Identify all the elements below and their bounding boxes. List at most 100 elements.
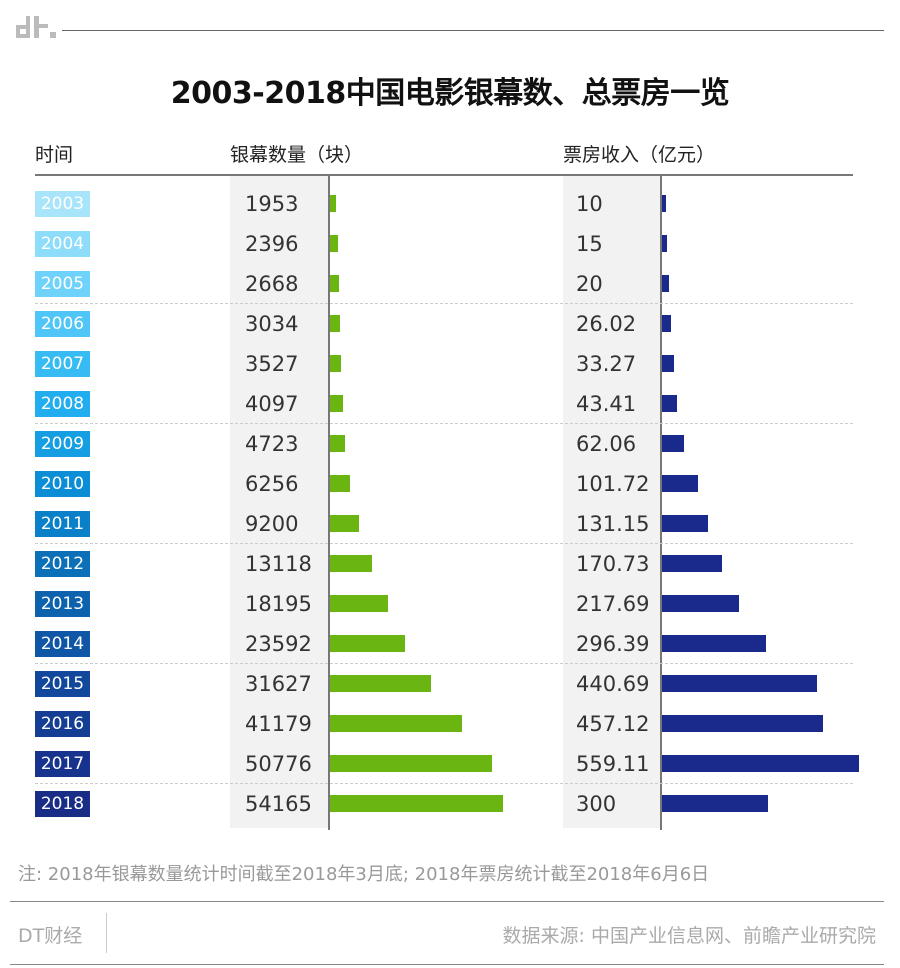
screens-bar [330, 235, 338, 252]
box-office-axis-line [660, 176, 662, 830]
box-office-value-label: 457.12 [576, 712, 650, 736]
box-office-value-label: 101.72 [576, 472, 650, 496]
year-label: 2012 [35, 551, 90, 577]
box-office-bar [662, 355, 674, 372]
year-label: 2018 [35, 791, 90, 817]
year-label: 2014 [35, 631, 90, 657]
row-group-separator [35, 663, 853, 664]
screens-value-label: 41179 [245, 712, 312, 736]
box-office-value-label: 43.41 [576, 392, 637, 416]
screens-axis-line [328, 176, 330, 830]
box-office-bar [662, 435, 684, 452]
year-label: 2009 [35, 431, 90, 457]
box-office-bar [662, 275, 670, 292]
row-group-separator [35, 303, 853, 304]
screens-value-label: 1953 [245, 192, 299, 216]
screens-bar [330, 595, 389, 612]
box-office-bar [662, 555, 723, 572]
screens-bar [330, 515, 360, 532]
year-label: 2005 [35, 271, 90, 297]
screens-bar [330, 395, 344, 412]
screens-bar [330, 755, 493, 772]
row-group-separator [35, 423, 853, 424]
screens-bar [330, 795, 503, 812]
year-label: 2013 [35, 591, 90, 617]
screens-bar [330, 195, 337, 212]
year-label: 2010 [35, 471, 90, 497]
screens-bar [330, 355, 342, 372]
year-label: 2008 [35, 391, 90, 417]
box-office-bar [662, 635, 767, 652]
year-label: 2004 [35, 231, 90, 257]
screens-value-label: 6256 [245, 472, 299, 496]
box-office-value-label: 217.69 [576, 592, 650, 616]
screens-bar [330, 715, 462, 732]
column-header-year: 时间 [35, 144, 74, 166]
screens-value-label: 4723 [245, 432, 299, 456]
box-office-bar [662, 795, 768, 812]
box-office-bar [662, 475, 698, 492]
box-office-value-label: 10 [576, 192, 603, 216]
screens-bar [330, 315, 340, 332]
dt-logo-icon [16, 16, 56, 38]
box-office-value-column [563, 176, 660, 828]
footer-divider [10, 901, 884, 902]
screens-bar [330, 555, 372, 572]
chart-title: 2003-2018中国电影银幕数、总票房一览 [170, 76, 730, 111]
screens-value-label: 31627 [245, 672, 312, 696]
box-office-bar [662, 675, 818, 692]
screens-bar [330, 435, 346, 452]
box-office-bar [662, 235, 668, 252]
screens-value-label: 2396 [245, 232, 299, 256]
screens-value-label: 2668 [245, 272, 299, 296]
box-office-value-label: 440.69 [576, 672, 650, 696]
box-office-bar [662, 755, 859, 772]
box-office-bar [662, 195, 666, 212]
column-header-box-office: 票房收入（亿元） [563, 144, 716, 166]
row-group-separator [35, 783, 853, 784]
row-group-separator [35, 543, 853, 544]
screens-value-label: 50776 [245, 752, 312, 776]
screens-bar [330, 635, 406, 652]
box-office-bar [662, 715, 824, 732]
year-label: 2011 [35, 511, 90, 537]
screens-value-label: 4097 [245, 392, 299, 416]
year-label: 2007 [35, 351, 90, 377]
box-office-value-label: 559.11 [576, 752, 650, 776]
screens-value-label: 13118 [245, 552, 312, 576]
year-label: 2017 [35, 751, 90, 777]
screens-bar [330, 275, 339, 292]
screens-value-label: 3527 [245, 352, 299, 376]
box-office-value-label: 131.15 [576, 512, 650, 536]
box-office-bar [662, 315, 672, 332]
year-label: 2015 [35, 671, 90, 697]
box-office-bar [662, 395, 678, 412]
box-office-value-label: 20 [576, 272, 603, 296]
box-office-value-label: 170.73 [576, 552, 650, 576]
header-divider [35, 174, 853, 176]
screens-value-label: 9200 [245, 512, 299, 536]
data-source: 数据来源: 中国产业信息网、前瞻产业研究院 [502, 925, 876, 947]
year-label: 2006 [35, 311, 90, 337]
screens-value-label: 23592 [245, 632, 312, 656]
footnote: 注: 2018年银幕数量统计时间截至2018年3月底; 2018年票房统计截至2… [18, 864, 710, 885]
top-divider [62, 30, 884, 31]
screens-value-label: 3034 [245, 312, 299, 336]
box-office-bar [662, 515, 709, 532]
year-label: 2016 [35, 711, 90, 737]
year-label: 2003 [35, 191, 90, 217]
box-office-value-label: 62.06 [576, 432, 637, 456]
screens-bar [330, 475, 350, 492]
screens-bar [330, 675, 431, 692]
bottom-divider [10, 964, 884, 965]
footer-vertical-divider [106, 913, 107, 953]
box-office-value-label: 33.27 [576, 352, 637, 376]
box-office-bar [662, 595, 739, 612]
screens-value-label: 18195 [245, 592, 312, 616]
box-office-value-label: 15 [576, 232, 603, 256]
box-office-value-label: 296.39 [576, 632, 650, 656]
screens-value-column [230, 176, 329, 828]
screens-value-label: 54165 [245, 792, 312, 816]
box-office-value-label: 300 [576, 792, 617, 816]
